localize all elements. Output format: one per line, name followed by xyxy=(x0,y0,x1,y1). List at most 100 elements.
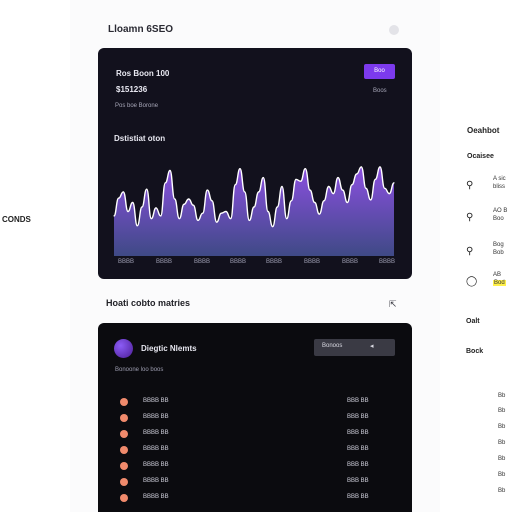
data-point xyxy=(192,204,194,206)
data-point xyxy=(314,201,316,204)
data-point xyxy=(244,191,246,193)
right-rail-small-item[interactable]: Bb xyxy=(498,456,506,462)
data-point xyxy=(393,182,395,184)
row-value: BBB BB xyxy=(347,414,369,420)
x-tick-label: BBBB xyxy=(304,259,321,265)
data-point xyxy=(216,221,218,223)
data-point xyxy=(346,201,348,204)
row-label: BBBB BB xyxy=(143,462,169,468)
right-rail-item[interactable]: ⚲ Bog Bob xyxy=(466,242,512,266)
data-point xyxy=(300,180,302,182)
header-circle-icon[interactable] xyxy=(389,25,399,35)
data-point xyxy=(225,210,227,213)
left-rail-label: CONDS xyxy=(2,215,31,224)
metrics-select[interactable]: Bonoos ◂ xyxy=(314,339,395,356)
data-point xyxy=(118,197,120,199)
x-tick-label: BBBB xyxy=(118,259,135,265)
table-row[interactable]: BBBB BB BBB BB xyxy=(98,445,412,455)
metrics-card: Diegtic Nlemts Bonoos ◂ Bonoone loo boos… xyxy=(98,323,412,512)
data-point xyxy=(370,199,372,201)
right-rail-item[interactable]: ⚲ A sic bliss xyxy=(466,176,512,200)
data-point xyxy=(374,178,376,180)
data-point xyxy=(113,215,115,217)
data-point xyxy=(127,210,129,213)
data-point xyxy=(379,166,381,168)
data-point xyxy=(323,200,325,202)
data-point xyxy=(351,184,353,186)
avatar xyxy=(114,339,133,358)
data-point xyxy=(206,189,208,191)
right-rail-small-item[interactable]: Bb xyxy=(498,424,506,430)
data-point xyxy=(337,177,339,179)
data-point xyxy=(230,218,232,220)
status-dot-icon xyxy=(120,414,128,422)
row-value: BBB BB xyxy=(347,478,369,484)
chart-card-amount: $151236 xyxy=(116,85,148,94)
data-point xyxy=(332,193,334,195)
table-row[interactable]: BBBB BB BBB BB xyxy=(98,397,412,407)
data-point xyxy=(146,188,148,190)
status-dot-icon xyxy=(120,494,128,502)
right-rail-item-subtitle: Boo xyxy=(493,216,504,222)
area-chart xyxy=(113,166,395,256)
data-point xyxy=(286,218,288,220)
chart-card-right-note: Boos xyxy=(373,88,387,94)
table-row[interactable]: BBBB BB BBB BB xyxy=(98,493,412,503)
left-rail: CONDS xyxy=(0,0,70,512)
right-rail-subheading: Ocaisee xyxy=(467,153,494,160)
data-point xyxy=(197,219,199,221)
chart-action-button[interactable]: Boo xyxy=(364,64,395,79)
table-row[interactable]: BBBB BB BBB BB xyxy=(98,429,412,439)
expand-icon[interactable]: ⇱ xyxy=(389,299,397,309)
data-point xyxy=(295,178,297,180)
right-rail-item-title: A sic xyxy=(493,176,506,182)
data-point xyxy=(384,187,386,189)
x-tick-label: BBBB xyxy=(230,259,247,265)
row-label: BBBB BB xyxy=(143,494,169,500)
right-rail-item-title: Bog xyxy=(493,242,504,248)
right-rail-small-item[interactable]: Bb xyxy=(498,408,506,414)
data-point xyxy=(342,189,344,191)
metrics-card-name: Diegtic Nlemts xyxy=(141,344,197,353)
search-icon: ⚲ xyxy=(466,212,474,223)
right-rail-item[interactable]: ⚲ AO B Boo xyxy=(466,208,512,232)
chart-card: Ros Boon 100 $151236 Pos boe Borone Boos… xyxy=(98,48,412,279)
data-point xyxy=(164,182,166,184)
status-dot-icon xyxy=(120,462,128,470)
x-tick-label: BBBB xyxy=(266,259,283,265)
search-icon: ⚲ xyxy=(466,180,474,191)
data-point xyxy=(211,200,213,202)
chart-title: Dstistiat oton xyxy=(114,134,166,143)
right-rail-label-1: Oalt xyxy=(466,318,480,325)
right-rail-item-subtitle: Bob xyxy=(493,250,504,256)
data-point xyxy=(309,189,311,191)
right-rail-small-item[interactable]: Bb xyxy=(498,488,506,494)
data-point xyxy=(328,185,330,188)
data-point xyxy=(174,198,176,200)
row-label: BBBB BB xyxy=(143,430,169,436)
chevron-down-icon: ◂ xyxy=(370,343,374,350)
row-label: BBBB BB xyxy=(143,398,169,404)
right-rail-small-item[interactable]: Bb xyxy=(498,393,506,399)
data-point xyxy=(141,206,143,208)
metrics-card-subtitle: Bonoone loo boos xyxy=(115,367,164,373)
data-point xyxy=(183,203,185,205)
right-rail-small-item[interactable]: Bb xyxy=(498,472,506,478)
area-fill xyxy=(114,166,394,256)
row-value: BBB BB xyxy=(347,462,369,468)
metrics-section-title: Hoati cobto matries xyxy=(106,298,191,308)
right-rail-heading: Oeahbot xyxy=(467,126,500,135)
right-rail-item-title: AO B xyxy=(493,208,508,214)
page-title: Lloamn 6SEO xyxy=(108,24,174,35)
right-rail xyxy=(440,0,512,512)
status-dot-icon xyxy=(120,430,128,438)
table-row[interactable]: BBBB BB BBB BB xyxy=(98,413,412,423)
right-rail-item-subtitle: Bod xyxy=(493,280,506,286)
right-rail-item[interactable]: ◯ AB Bod xyxy=(466,272,512,296)
data-point xyxy=(272,226,274,228)
data-point xyxy=(239,168,241,170)
table-row[interactable]: BBBB BB BBB BB xyxy=(98,477,412,487)
table-row[interactable]: BBBB BB BBB BB xyxy=(98,461,412,471)
right-rail-small-item[interactable]: Bb xyxy=(498,440,506,446)
data-point xyxy=(248,219,250,221)
